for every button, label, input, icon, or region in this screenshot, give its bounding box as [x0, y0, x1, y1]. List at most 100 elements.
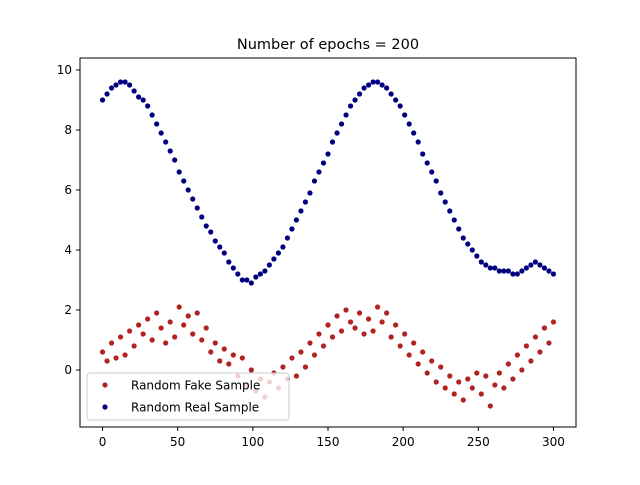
data-point: [356, 91, 363, 97]
data-point: [140, 97, 146, 103]
y-tick-label: 0: [64, 363, 72, 377]
data-point: [415, 361, 421, 367]
data-point: [108, 340, 115, 346]
data-point: [393, 322, 399, 328]
data-point: [329, 139, 336, 145]
y-tick-label: 8: [64, 123, 72, 137]
data-point: [510, 376, 516, 382]
data-point: [532, 334, 539, 340]
data-point: [465, 241, 471, 247]
data-point: [469, 385, 475, 391]
data-point: [212, 238, 218, 244]
y-tick-label: 2: [64, 303, 72, 317]
data-point: [113, 82, 119, 88]
data-point: [528, 358, 534, 364]
x-tick-label: 250: [467, 435, 490, 449]
data-point: [262, 268, 268, 274]
data-point: [411, 130, 417, 136]
data-point: [99, 97, 106, 103]
data-point: [537, 262, 543, 268]
data-point: [117, 334, 124, 340]
legend-label-fake: Random Fake Sample: [131, 379, 260, 393]
data-point: [338, 121, 345, 127]
data-point: [185, 187, 191, 193]
data-point: [352, 325, 358, 331]
data-point: [167, 319, 173, 325]
data-point: [298, 349, 304, 355]
x-tick-label: 0: [99, 435, 107, 449]
data-point: [424, 160, 430, 166]
data-point: [253, 274, 259, 280]
data-point: [370, 79, 376, 85]
data-point: [442, 385, 448, 391]
data-point: [465, 376, 471, 382]
data-point: [190, 196, 196, 202]
data-point: [108, 85, 115, 91]
data-point: [352, 97, 358, 103]
data-point: [384, 310, 390, 316]
data-point: [113, 355, 119, 361]
data-point: [451, 217, 457, 223]
data-point: [185, 313, 191, 319]
data-point: [438, 364, 444, 370]
data-point: [379, 82, 385, 88]
data-point: [365, 82, 372, 88]
y-tick-label: 4: [64, 243, 72, 257]
data-point: [532, 259, 539, 265]
data-point: [492, 382, 498, 388]
data-point: [478, 259, 484, 265]
data-point: [158, 130, 164, 136]
data-point: [149, 337, 155, 343]
data-point: [266, 262, 272, 268]
series-layer: [99, 79, 557, 409]
data-point: [361, 331, 367, 337]
data-point: [230, 265, 236, 271]
data-point: [424, 370, 430, 376]
data-point: [145, 103, 151, 109]
data-point: [307, 340, 313, 346]
data-point: [456, 226, 462, 232]
data-point: [447, 208, 453, 214]
data-point: [320, 343, 327, 349]
data-point: [208, 349, 214, 355]
data-point: [257, 271, 263, 277]
data-point: [433, 178, 439, 184]
data-point: [217, 358, 223, 364]
data-point: [334, 130, 340, 136]
data-point: [212, 340, 218, 346]
legend-marker-real: [102, 404, 108, 410]
data-point: [451, 391, 457, 397]
data-point: [194, 310, 200, 316]
data-point: [393, 97, 399, 103]
data-point: [474, 253, 480, 259]
data-point: [230, 352, 236, 358]
data-point: [154, 310, 160, 316]
data-point: [122, 79, 128, 85]
data-point: [145, 316, 151, 322]
data-point: [172, 334, 178, 340]
data-point: [514, 352, 520, 358]
data-point: [379, 319, 385, 325]
data-point: [149, 112, 155, 118]
legend-label-real: Random Real Sample: [131, 401, 259, 415]
x-tick-label: 100: [241, 435, 264, 449]
data-point: [127, 82, 133, 88]
data-point: [203, 325, 209, 331]
data-point: [158, 325, 164, 331]
data-point: [127, 328, 133, 334]
data-point: [501, 385, 507, 391]
data-point: [460, 235, 466, 241]
data-point: [99, 349, 106, 355]
series-fake: [99, 304, 557, 409]
data-point: [311, 178, 318, 184]
data-point: [375, 304, 381, 310]
data-point: [492, 265, 498, 271]
data-point: [429, 169, 435, 175]
data-point: [510, 271, 516, 277]
data-point: [208, 229, 214, 235]
data-point: [397, 103, 403, 109]
data-point: [239, 277, 245, 283]
data-point: [496, 370, 502, 376]
data-point: [519, 268, 525, 274]
